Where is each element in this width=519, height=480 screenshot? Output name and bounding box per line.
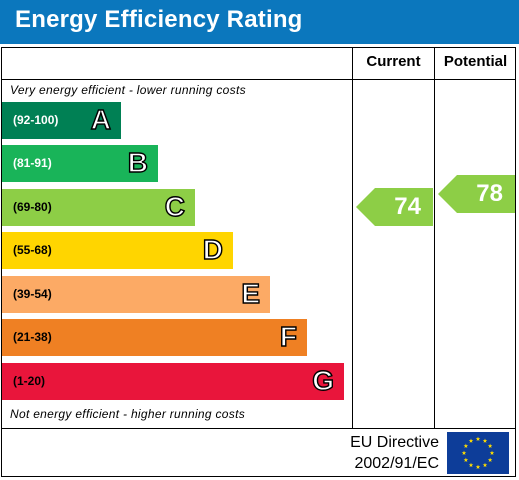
column-header-current: Current: [366, 53, 421, 70]
column-divider-potential: [434, 47, 435, 429]
eu-star: [487, 457, 493, 462]
band-letter: C: [164, 190, 186, 222]
potential-rating-value: 78: [476, 180, 503, 207]
band-f: (21-38) F: [2, 319, 307, 356]
directive-line-1: EU Directive: [350, 434, 439, 451]
band-letter: B: [127, 146, 149, 178]
column-divider-current: [352, 47, 353, 429]
footer-divider: [1, 428, 516, 429]
eu-star: [487, 443, 493, 448]
band-letter: D: [202, 233, 224, 265]
eu-star: [482, 462, 488, 468]
page-title: Energy Efficiency Rating: [15, 6, 303, 33]
rating-table: [1, 47, 516, 477]
current-rating-arrow: 74: [356, 188, 433, 226]
band-d: (55-68) D: [2, 232, 233, 269]
band-range-label: (1-20): [13, 374, 46, 388]
eu-stars-icon: [461, 436, 495, 469]
band-letter: E: [241, 277, 261, 309]
band-c: (69-80) C: [2, 189, 195, 226]
band-range-label: (92-100): [13, 113, 59, 127]
potential-rating-arrow: 78: [438, 175, 515, 213]
header-divider: [1, 79, 516, 80]
eu-flag-icon: [447, 432, 509, 474]
directive-line-2: 2002/91/EC: [354, 455, 439, 472]
eu-star: [468, 462, 474, 468]
eu-star: [475, 436, 481, 441]
note-top: Very energy efficient - lower running co…: [10, 83, 246, 97]
band-g: (1-20) G: [2, 363, 344, 400]
column-header-potential: Potential: [443, 53, 508, 70]
band-range-label: (81-91): [13, 156, 52, 170]
band-range-label: (69-80): [13, 200, 52, 214]
eu-star: [463, 443, 469, 448]
eu-star: [461, 450, 467, 455]
note-bottom: Not energy efficient - higher running co…: [10, 407, 246, 421]
potential-arrow-shape: [438, 175, 515, 213]
title-bar: Energy Efficiency Rating: [0, 0, 519, 44]
eu-star: [475, 464, 481, 469]
band-e: (39-54) E: [2, 276, 270, 313]
eu-star: [468, 438, 474, 443]
band-range-label: (21-38): [13, 330, 52, 344]
band-letter: G: [312, 364, 335, 396]
band-b: (81-91) B: [2, 145, 158, 182]
band-letter: A: [90, 103, 112, 135]
eu-star: [482, 438, 488, 443]
band-range-label: (39-54): [13, 287, 52, 301]
eu-star: [463, 457, 469, 462]
band-a: (92-100) A: [2, 102, 121, 139]
current-arrow-shape: [356, 188, 433, 226]
eu-star: [489, 450, 495, 455]
band-range-label: (55-68): [13, 243, 52, 257]
current-rating-value: 74: [394, 193, 421, 220]
band-letter: F: [279, 320, 298, 352]
